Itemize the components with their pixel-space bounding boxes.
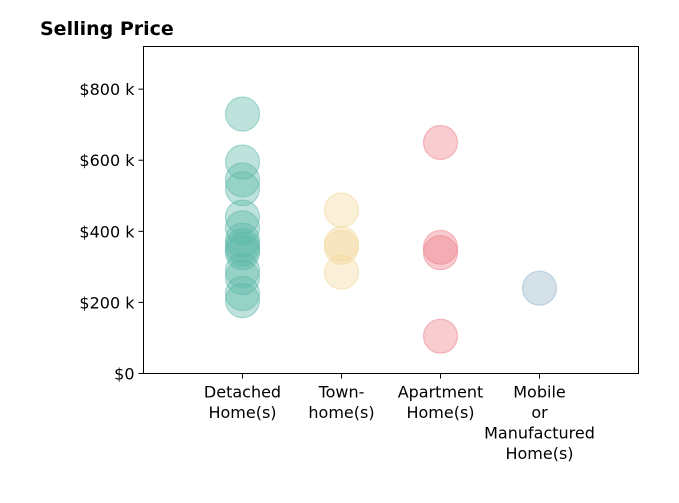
data-point (323, 192, 360, 228)
y-tick-label: $0 (114, 365, 134, 384)
x-tick-label-line: home(s) (308, 403, 374, 422)
plot-frame (143, 46, 639, 374)
data-point (224, 162, 261, 198)
data-point (422, 235, 459, 271)
y-axis: $0 $200 k $400 k $600 k $800 k (79, 80, 144, 384)
data-point (323, 229, 360, 265)
y-tick-label: $400 k (79, 222, 135, 241)
x-tick-label-line: Town- (318, 383, 365, 402)
data-point (224, 275, 261, 312)
data-point (224, 96, 261, 132)
x-tick-label-line: Manufactured (484, 424, 595, 443)
x-tick-label-line: Apartment (398, 383, 484, 402)
data-point (422, 318, 459, 354)
data-point (422, 229, 459, 265)
data-point (224, 235, 261, 271)
x-tick-label-line: Home(s) (208, 403, 276, 422)
x-tick-label: Detached Home(s) (204, 383, 281, 423)
y-tick-label: $600 k (79, 151, 135, 170)
data-point (224, 171, 261, 207)
x-tick-label: Mobile or Manufactured Home(s) (484, 383, 595, 464)
y-tick-label: $800 k (79, 80, 135, 99)
y-tick-label: $200 k (79, 293, 135, 312)
x-tick-label-line: Home(s) (505, 444, 573, 463)
data-points (224, 96, 558, 354)
data-point (422, 124, 459, 161)
x-tick-label-line: Mobile (513, 383, 565, 402)
x-tick-label-line: Detached (204, 383, 281, 402)
x-axis: Detached Home(s)Town-home(s)Apartment Home… (204, 373, 595, 464)
chart-title: Selling Price (40, 18, 174, 40)
data-point (224, 210, 261, 246)
data-point (521, 270, 558, 306)
x-tick-label: Apartment Home(s) (398, 383, 484, 423)
x-tick-label: Town-home(s) (308, 383, 374, 423)
x-tick-label-line: or (531, 403, 548, 422)
data-point (224, 283, 261, 319)
data-point (224, 222, 261, 258)
data-point (224, 144, 261, 180)
data-point (323, 254, 360, 290)
x-tick-label-line: Home(s) (406, 403, 474, 422)
